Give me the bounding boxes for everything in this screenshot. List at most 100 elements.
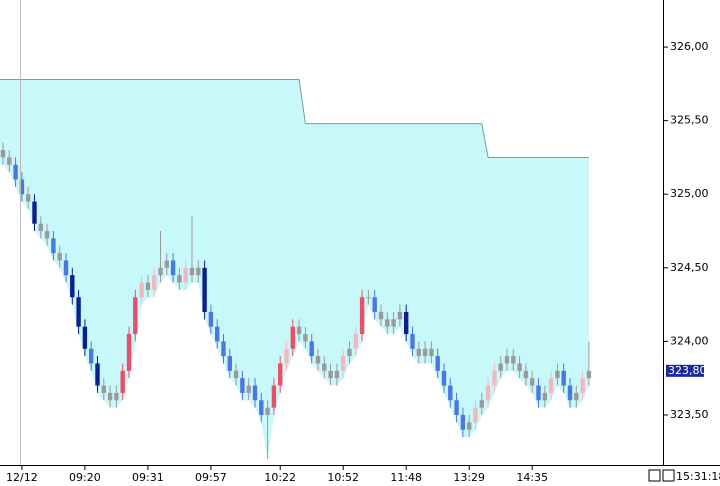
candle-body: [328, 370, 333, 379]
candle-body: [435, 356, 440, 371]
candle-body: [170, 260, 176, 276]
candle-body: [76, 297, 81, 327]
candle-body: [467, 422, 472, 430]
x-tick-label: 09:31: [132, 471, 164, 484]
x-tick-label: 10:52: [327, 471, 359, 484]
candle-body: [530, 378, 535, 386]
candle-body: [341, 356, 346, 371]
candle-body: [13, 164, 18, 180]
candle-body: [133, 297, 138, 335]
band-connector: [298, 79, 306, 124]
candle-body: [385, 319, 390, 327]
candle-body: [517, 363, 522, 371]
candle-body: [82, 326, 88, 349]
candle-body: [32, 201, 37, 224]
candle-body: [63, 260, 69, 276]
candle-body: [422, 348, 428, 357]
candle-body: [7, 157, 12, 165]
candle-body: [120, 370, 125, 393]
candle-body: [158, 267, 163, 276]
candle-body: [523, 370, 529, 379]
candle-body: [89, 348, 94, 364]
candle-body: [498, 363, 503, 371]
y-tick-label: 323,50: [670, 408, 709, 421]
candle-body: [586, 370, 592, 379]
plot-area: [0, 78, 592, 460]
candle-body: [536, 385, 541, 401]
band-connector: [481, 123, 489, 158]
candle-body: [107, 392, 113, 401]
candle-body: [177, 275, 182, 283]
candle-body: [26, 194, 31, 202]
candle-body: [152, 275, 157, 290]
candle-body: [233, 370, 239, 379]
candle-body: [202, 267, 207, 312]
candle-body: [479, 400, 484, 408]
y-tick-label: 326,00: [670, 40, 709, 53]
candle-body: [561, 370, 566, 386]
candle-body: [574, 392, 579, 401]
candle-body: [51, 238, 56, 254]
candle-body: [189, 267, 195, 276]
candle-body: [70, 275, 75, 298]
candle-body: [542, 392, 547, 401]
candle-body: [290, 326, 295, 349]
candle-body: [57, 253, 62, 261]
search-icon[interactable]: [662, 469, 675, 482]
candle-body: [448, 385, 453, 401]
candle-body: [315, 356, 321, 364]
x-tick-label: 10:22: [264, 471, 296, 484]
candle-body: [548, 378, 554, 393]
candle-body: [265, 407, 270, 415]
candle-body: [271, 385, 277, 408]
x-tick-label: 13:29: [453, 471, 485, 484]
x-tick-label: 09:20: [69, 471, 101, 484]
candle-body: [473, 407, 478, 423]
candle-body: [366, 297, 371, 299]
candle-body: [504, 356, 510, 364]
candle-body: [359, 297, 365, 335]
candle-body: [372, 297, 377, 312]
y-tick-label: 324,00: [670, 334, 709, 347]
candle-body: [221, 341, 226, 357]
candle-body: [183, 267, 188, 283]
candle-body: [511, 356, 516, 364]
candle-body: [101, 385, 106, 393]
candle-body: [246, 385, 251, 393]
y-tick-label: 325,00: [670, 187, 709, 200]
candle-body: [555, 370, 560, 379]
candle-body: [145, 282, 151, 290]
candle-body: [492, 370, 497, 386]
candle-body: [397, 311, 403, 320]
y-tick-label: 325,50: [670, 114, 709, 127]
candle-body: [334, 370, 340, 379]
last-price-box: [666, 364, 704, 377]
candle-body: [215, 326, 220, 342]
candle-body: [164, 260, 169, 268]
candle-body: [44, 231, 50, 239]
candle-body: [278, 363, 283, 386]
candle-body: [353, 334, 358, 349]
last-price-label: 323,80: [668, 364, 707, 377]
candle-body: [416, 348, 421, 357]
candle-body: [240, 378, 245, 393]
candle-body: [139, 282, 144, 298]
candle-body: [227, 356, 232, 371]
candle-body: [196, 267, 201, 276]
zoom-icon[interactable]: [648, 469, 661, 482]
candle-body: [296, 326, 302, 335]
candle-body: [580, 378, 585, 393]
candle-body: [19, 179, 25, 195]
x-tick-label: 11:48: [390, 471, 422, 484]
candle-body: [347, 348, 352, 357]
candle-body: [441, 370, 447, 386]
candle-body: [322, 363, 327, 371]
x-tick-label: 12/12: [6, 471, 38, 484]
candle-body: [38, 223, 43, 232]
y-tick-label: 324,50: [670, 261, 709, 274]
candle-body: [0, 150, 6, 158]
candle-body: [252, 385, 258, 401]
x-tick-label: 14:35: [516, 471, 548, 484]
candle-body: [567, 385, 573, 401]
candle-body: [429, 348, 434, 357]
